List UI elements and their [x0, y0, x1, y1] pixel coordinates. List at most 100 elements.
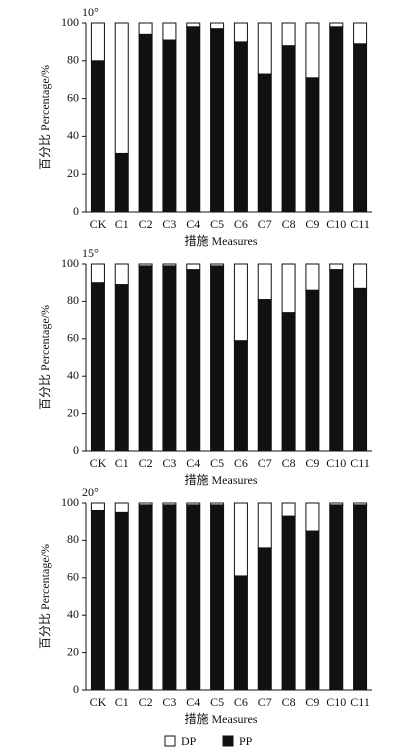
- legend-swatch: [222, 735, 234, 747]
- bar-segment: [138, 22, 153, 35]
- bar-segment: [281, 515, 296, 691]
- bar-segment: [90, 282, 105, 452]
- bar-segment: [281, 502, 296, 517]
- bar-segment: [329, 269, 344, 452]
- y-tick-label: 20: [67, 405, 79, 419]
- bar-segment: [353, 504, 368, 691]
- x-tick-label: C9: [305, 217, 319, 231]
- x-tick-label: C7: [258, 456, 272, 470]
- x-tick-label: C11: [350, 695, 370, 709]
- x-tick-label: CK: [90, 456, 107, 470]
- x-axis-label: 措施 Measures: [185, 712, 258, 726]
- bar-segment: [329, 502, 344, 506]
- bar-segment: [257, 73, 272, 213]
- bar-segment: [114, 511, 129, 691]
- x-tick-label: C11: [350, 456, 370, 470]
- bar-segment: [210, 504, 225, 691]
- bar-segment: [257, 263, 272, 301]
- x-tick-label: C4: [186, 695, 200, 709]
- bar-segment: [281, 22, 296, 47]
- bar-segment: [305, 263, 320, 291]
- x-tick-label: C4: [186, 217, 200, 231]
- y-tick-label: 80: [67, 532, 79, 546]
- y-tick-label: 0: [73, 204, 79, 218]
- bar-segment: [138, 263, 153, 267]
- bar-segment: [281, 45, 296, 213]
- x-tick-label: C10: [326, 695, 346, 709]
- bar-segment: [114, 263, 129, 286]
- x-tick-label: C6: [234, 695, 248, 709]
- bar-segment: [138, 504, 153, 691]
- bar-segment: [329, 504, 344, 691]
- x-tick-label: CK: [90, 695, 107, 709]
- y-tick-label: 60: [67, 570, 79, 584]
- x-tick-label: C8: [282, 695, 296, 709]
- x-tick-label: C10: [326, 217, 346, 231]
- bar-segment: [90, 22, 105, 62]
- x-tick-label: C9: [305, 695, 319, 709]
- x-tick-label: C1: [115, 695, 129, 709]
- y-tick-label: 60: [67, 331, 79, 345]
- y-tick-label: 40: [67, 607, 79, 621]
- bar-segment: [233, 41, 248, 213]
- bar-segment: [353, 43, 368, 213]
- legend-label: PP: [239, 734, 253, 748]
- bar-segment: [210, 28, 225, 213]
- bar-segment: [305, 530, 320, 691]
- x-tick-label: C2: [139, 695, 153, 709]
- bar-segment: [210, 265, 225, 452]
- bar-segment: [138, 33, 153, 213]
- bar-segment: [162, 39, 177, 213]
- bar-segment: [186, 269, 201, 452]
- bar-segment: [210, 263, 225, 267]
- legend-swatch: [164, 735, 176, 747]
- bar-segment: [281, 263, 296, 314]
- y-axis-label: 百分比 Percentage/%: [38, 305, 52, 410]
- bar-segment: [162, 265, 177, 452]
- bar-segment: [329, 26, 344, 213]
- bar-segment: [162, 22, 177, 41]
- bar-segment: [114, 502, 129, 513]
- bar-segment: [305, 77, 320, 213]
- x-tick-label: C3: [162, 217, 176, 231]
- y-tick-label: 40: [67, 128, 79, 142]
- x-tick-label: C4: [186, 456, 200, 470]
- x-axis-label: 措施 Measures: [185, 473, 258, 487]
- x-tick-label: C3: [162, 456, 176, 470]
- y-tick-label: 80: [67, 293, 79, 307]
- bar-segment: [281, 312, 296, 452]
- x-tick-label: C1: [115, 456, 129, 470]
- bar-segment: [186, 22, 201, 28]
- bar-segment: [90, 509, 105, 691]
- bar-segment: [233, 263, 248, 342]
- y-tick-label: 80: [67, 53, 79, 67]
- bar-segment: [305, 502, 320, 532]
- y-tick-label: 40: [67, 368, 79, 382]
- bar-segment: [138, 265, 153, 452]
- bar-segment: [329, 263, 344, 271]
- y-tick-label: 20: [67, 644, 79, 658]
- x-tick-label: C6: [234, 217, 248, 231]
- legend-label: DP: [181, 734, 197, 748]
- x-tick-label: C2: [139, 217, 153, 231]
- x-tick-label: C7: [258, 217, 272, 231]
- annotation: 20°: [82, 485, 99, 499]
- y-tick-label: 0: [73, 682, 79, 696]
- bar-segment: [90, 263, 105, 284]
- x-tick-label: CK: [90, 217, 107, 231]
- bar-segment: [233, 22, 248, 43]
- bar-segment: [233, 575, 248, 691]
- bar-segment: [186, 26, 201, 213]
- x-tick-label: C8: [282, 217, 296, 231]
- x-tick-label: C7: [258, 695, 272, 709]
- bar-segment: [114, 284, 129, 452]
- annotation: 15°: [82, 246, 99, 260]
- bar-segment: [162, 263, 177, 267]
- y-axis-label: 百分比 Percentage/%: [38, 544, 52, 649]
- bar-segment: [90, 502, 105, 511]
- x-tick-label: C5: [210, 456, 224, 470]
- y-axis-label: 百分比 Percentage/%: [38, 65, 52, 170]
- x-tick-label: C11: [350, 217, 370, 231]
- y-tick-label: 100: [61, 256, 79, 270]
